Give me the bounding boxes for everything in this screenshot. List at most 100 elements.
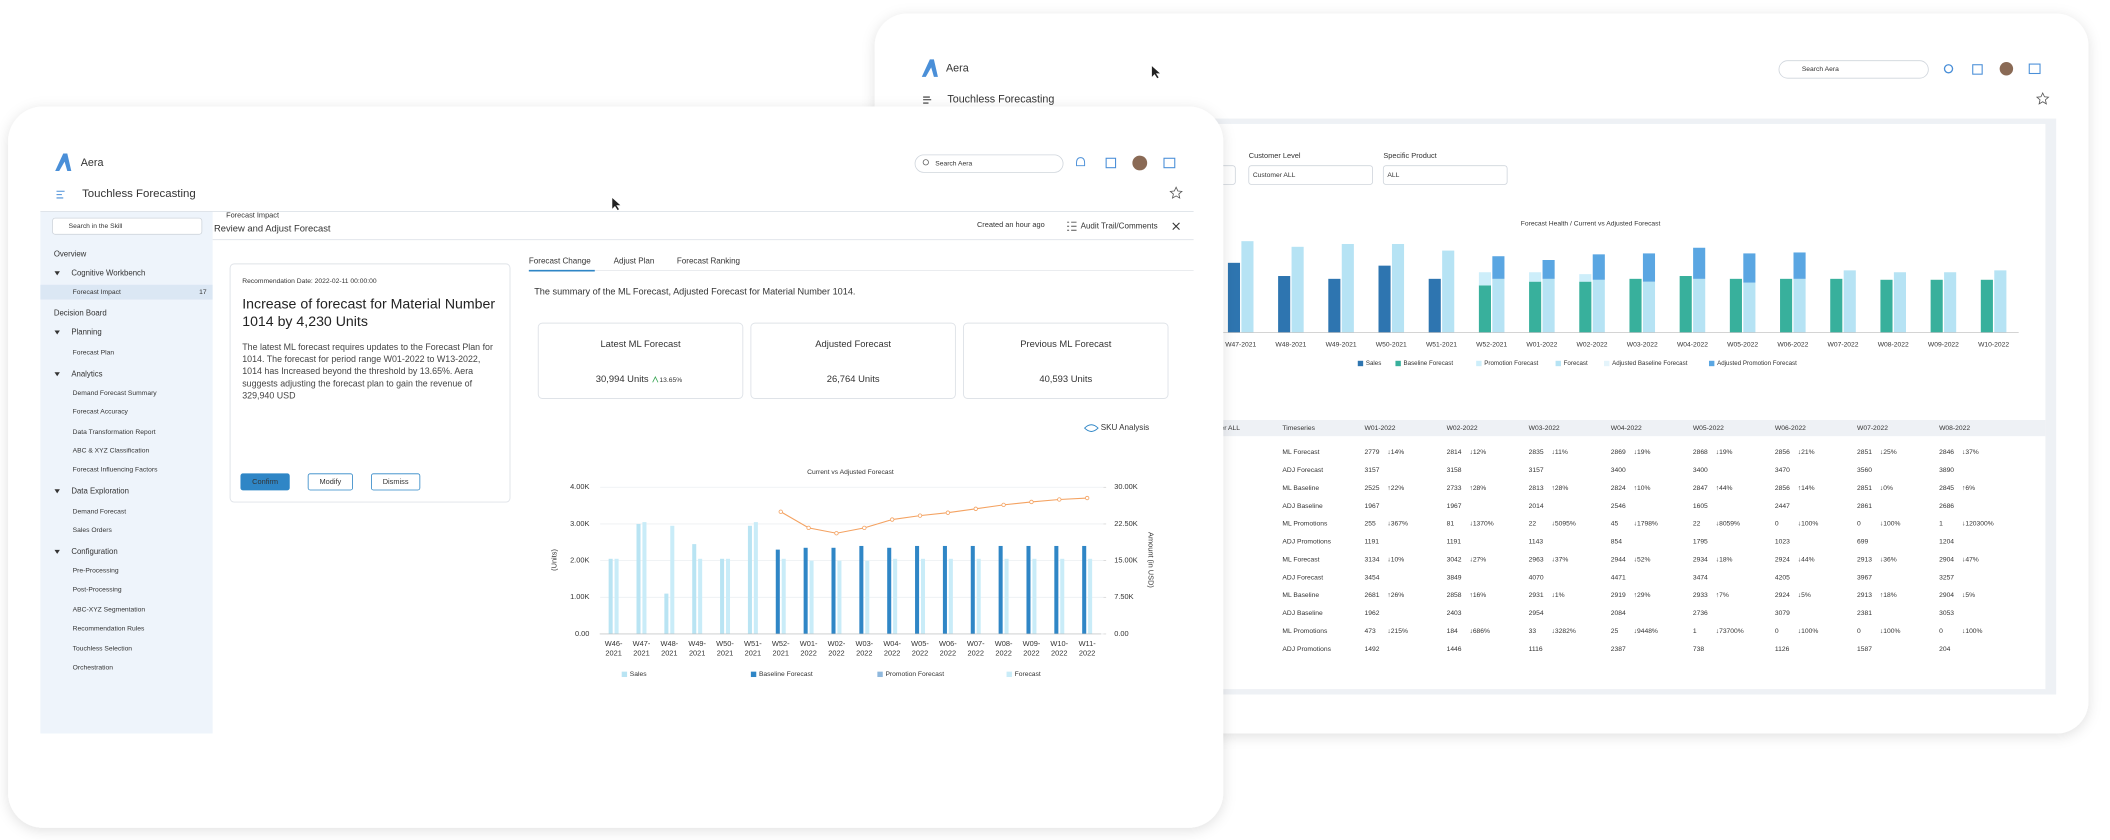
bar [720,558,725,634]
close-icon[interactable] [1172,222,1180,230]
cell-value: 1 [1939,521,1943,528]
nav-badge: 17 [199,289,207,296]
button-label[interactable]: Dismiss [383,477,409,486]
bar [1592,254,1605,280]
nav-item[interactable]: Forecast Influencing Factors [73,467,158,474]
button-label[interactable]: Modify [319,477,341,486]
nav-item[interactable]: Forecast Accuracy [73,409,129,416]
bar [948,558,953,634]
action-button[interactable] [240,473,290,491]
bar [942,545,947,634]
recommendation-body: The latest ML forecast requires updates … [242,343,493,402]
amount-point [945,510,951,515]
tab[interactable]: Adjust Plan [614,256,655,265]
kpi-title: Latest ML Forecast [600,338,681,349]
y-tick-label: 3.00K [570,519,589,528]
bar [1880,279,1893,333]
cell-change: ↓215% [1387,628,1408,635]
cell-value: 1492 [1365,646,1380,653]
nav-item[interactable]: Touchless Selection [73,646,133,653]
bar [698,558,703,634]
cell-value: 3849 [1447,574,1462,581]
legend-label: Sales [1366,360,1381,367]
button-label[interactable]: Confirm [252,477,278,486]
search-box[interactable] [914,154,1064,173]
bar [998,545,1003,634]
search-box[interactable] [1778,60,1929,79]
cell-value: 2814 [1447,449,1462,456]
nav-item[interactable]: ABC-XYZ Segmentation [73,607,146,614]
bar [803,547,808,634]
star-icon[interactable] [1169,186,1183,199]
x-tick-label-box: W11-2022 [1079,641,1096,658]
nav-item[interactable]: Sales Orders [73,527,113,534]
legend-swatch [621,671,628,678]
filter-dropdown[interactable] [1382,165,1508,185]
filter-dropdown[interactable] [1248,165,1373,185]
avatar[interactable] [1132,155,1148,171]
nav-item[interactable]: Demand Forecast [73,508,127,515]
action-button[interactable] [307,473,353,491]
cell-value: 4205 [1775,574,1790,581]
x-tick-label-box: W46-2021 [604,640,623,659]
tab[interactable]: Forecast Ranking [677,256,740,265]
created-note: Created an hour ago [977,220,1045,229]
nav-item[interactable]: Demand Forecast Summary [73,390,158,397]
cell-value: 1967 [1447,503,1462,510]
x-tick-label-box: W04-2022 [883,641,901,658]
cell-value: 2835 [1529,449,1544,456]
cell-value: 45 [1611,521,1619,528]
skill-search[interactable] [52,217,203,235]
nav-item[interactable]: Overview [54,250,87,259]
apps-icon[interactable] [1105,157,1117,169]
x-tick-label-box: W01-2022 [800,641,818,658]
nav-item[interactable]: Cognitive Workbench [71,268,145,277]
bar [1830,278,1843,333]
legend-swatch [877,671,883,678]
nav-item[interactable]: Configuration [71,547,117,556]
x-tick-label: W46-2021 [604,640,623,659]
bar [664,593,669,634]
panel-icon[interactable] [1163,157,1176,169]
nav-item[interactable]: Analytics [71,369,102,378]
nav-item[interactable]: Pre-Processing [73,567,119,574]
nav-item[interactable]: Data Exploration [71,486,129,495]
nav-item[interactable]: Decision Board [54,309,107,318]
star-icon[interactable] [2035,92,2050,105]
menu-icon [923,96,932,104]
y-tick-label: 1.00K [570,592,589,601]
tab[interactable]: Forecast Change [529,256,591,265]
cell-value: 2869 [1611,449,1626,456]
bell-icon[interactable] [1076,157,1086,167]
bar [1391,243,1405,333]
sku-link[interactable]: SKU Analysis [1101,423,1149,432]
nav-item[interactable]: ABC & XYZ Classification [73,448,150,455]
y-tick-label: 0.00 [575,629,589,638]
bar [636,523,641,634]
cell-value: 2856 [1775,449,1790,456]
legend-swatch [1708,360,1715,367]
action-button[interactable] [370,473,421,491]
nav-item[interactable]: Recommendation Rules [73,625,145,632]
nav-item[interactable]: Data Transformation Report [73,429,156,436]
nav-item[interactable]: Post-Processing [73,586,122,593]
cell-value: 81 [1447,521,1455,528]
bar [970,545,975,634]
avatar[interactable] [1999,62,2014,76]
kpi-card [537,322,744,399]
cell-change: ↑10% [1634,485,1651,492]
x-tick-label: W50-2021 [1376,341,1407,348]
audit-link[interactable]: Audit Trail/Comments [1081,221,1158,230]
nav-item[interactable]: Orchestration [73,664,114,671]
cell-value: 3400 [1611,467,1626,474]
nav-item[interactable]: Forecast Impact [73,289,121,296]
row-label: ADJ Baseline [1282,610,1323,617]
nav-item[interactable]: Planning [71,328,101,337]
x-tick-label: W52-2021 [771,640,790,659]
cell-value: 22 [1693,521,1701,528]
nav-item[interactable]: Forecast Plan [73,349,115,356]
breadcrumb: Forecast Impact [226,210,279,219]
bar [1328,278,1341,333]
x-tick-label: W03-2022 [1627,341,1658,348]
cell-change: ↓21% [1798,449,1815,456]
